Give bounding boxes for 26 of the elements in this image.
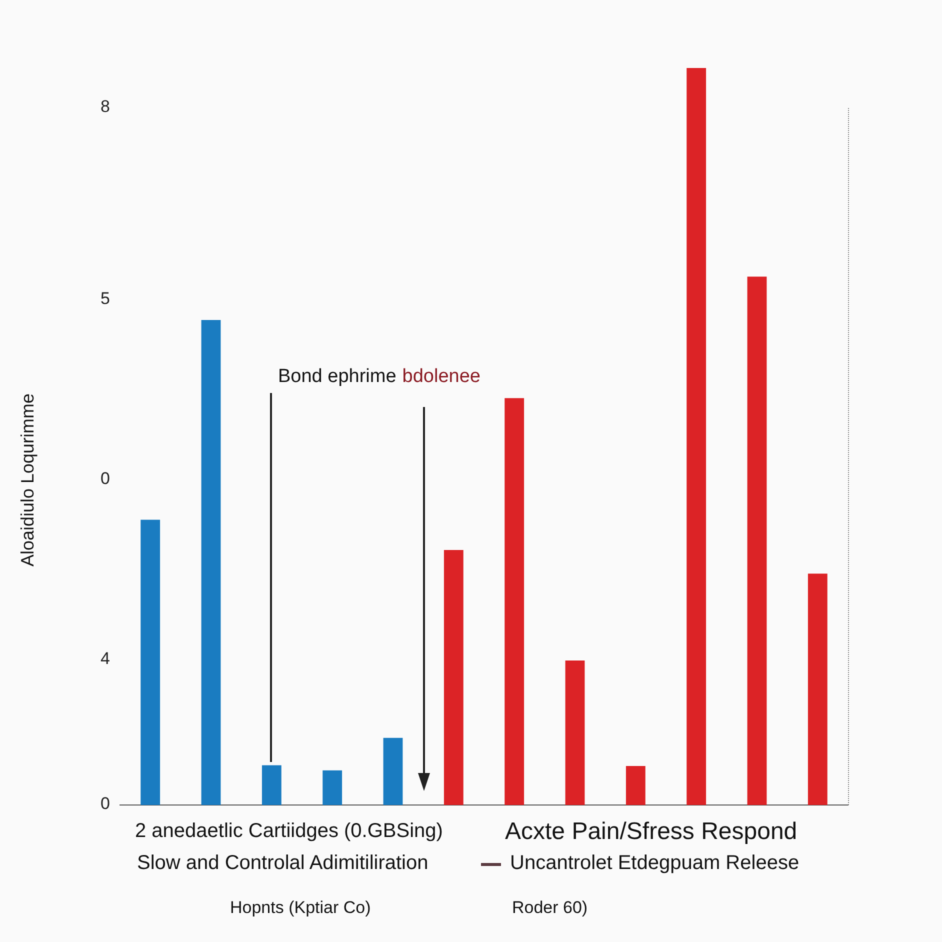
text: 0 [100, 794, 110, 814]
text: Uncantrolet Etdegpuam Releese [510, 852, 800, 875]
text: Slow and Controlal Adimitiliration [137, 852, 428, 875]
bar [262, 765, 282, 805]
bar [686, 68, 706, 805]
text: Hopnts (Kptiar Co) [230, 898, 371, 918]
bar [626, 766, 646, 805]
bar [504, 398, 524, 805]
y-axis-title: Aloaidiulo Loqurimme [18, 393, 38, 567]
bar [444, 550, 464, 805]
bar [322, 770, 342, 805]
bar [808, 574, 828, 805]
text: Acxte Pain/Sfress Respond [505, 818, 798, 846]
text: 0 [100, 469, 110, 489]
text: 8 [100, 97, 110, 117]
text: 4 [100, 649, 110, 669]
annotation: bdolenee [402, 366, 480, 388]
annotation: Bond ephrime [278, 366, 396, 388]
bar [140, 520, 160, 805]
bar [747, 276, 767, 805]
text: Roder 60) [512, 898, 588, 918]
bar [383, 738, 403, 805]
bar [201, 320, 221, 805]
text: 5 [100, 289, 110, 309]
text: 2 anedaetlic Cartiidges (0.GBSing) [135, 820, 443, 843]
bar [565, 660, 585, 805]
